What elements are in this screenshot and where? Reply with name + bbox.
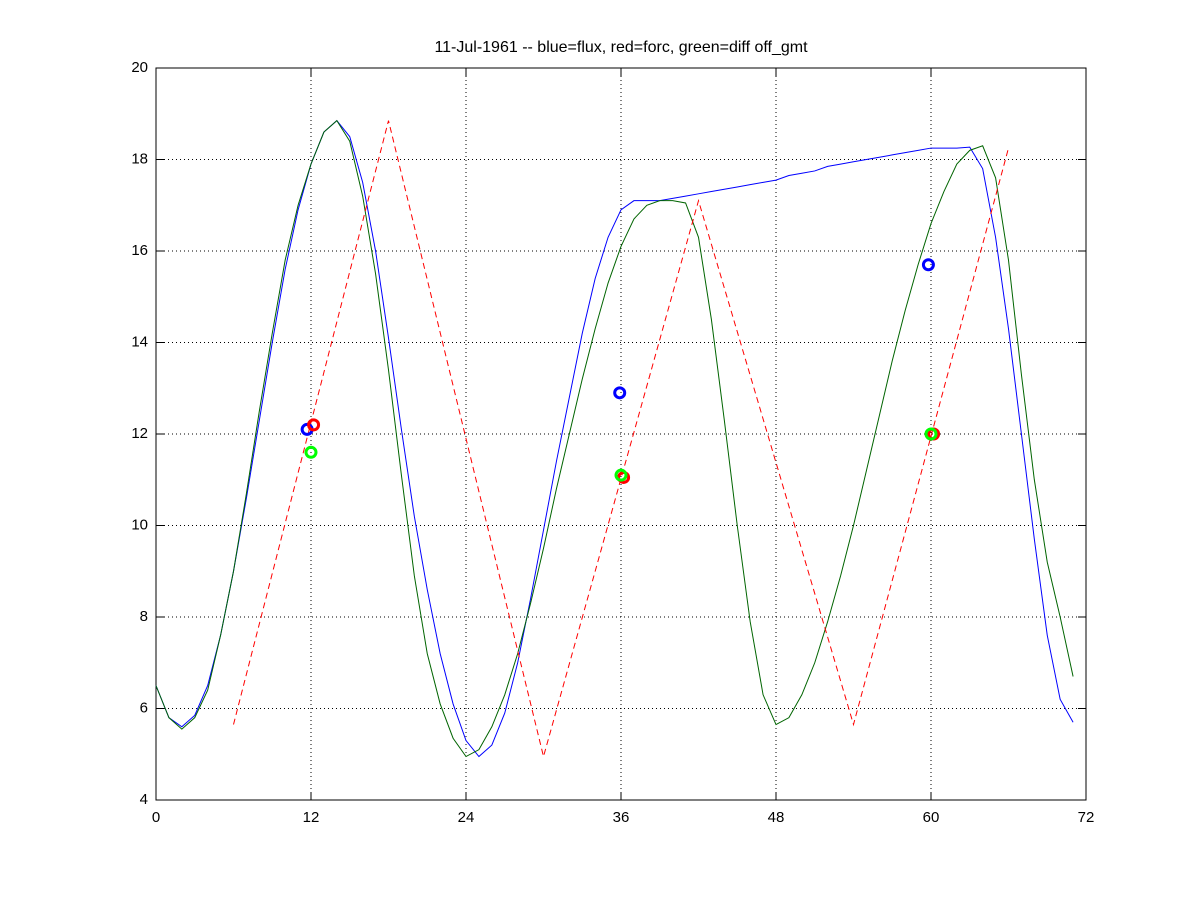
x-tick-label: 12 xyxy=(303,809,320,826)
y-tick-label: 6 xyxy=(140,699,148,716)
marker xyxy=(613,386,627,400)
y-tick-label: 18 xyxy=(131,150,148,167)
x-tick-label: 36 xyxy=(613,809,630,826)
marker xyxy=(307,418,321,432)
y-tick-label: 10 xyxy=(131,516,148,533)
x-tick-label: 60 xyxy=(923,809,940,826)
axes-box xyxy=(155,67,1087,801)
series-line xyxy=(155,119,1074,758)
y-tick-label: 4 xyxy=(140,791,148,808)
x-tick-label: 72 xyxy=(1078,809,1095,826)
y-tick-label: 16 xyxy=(131,242,148,259)
y-tick-label: 8 xyxy=(140,608,148,625)
marker xyxy=(921,258,935,272)
marker xyxy=(304,445,318,459)
chart-title: 11-Jul-1961 -- blue=flux, red=forc, gree… xyxy=(434,39,808,56)
x-tick-label: 48 xyxy=(768,809,785,826)
marker xyxy=(924,427,938,441)
marker xyxy=(614,468,628,482)
series-line xyxy=(233,120,1009,759)
y-tick-label: 14 xyxy=(131,333,148,350)
x-tick-label: 24 xyxy=(458,809,475,826)
y-tick-label: 12 xyxy=(131,425,148,442)
x-tick-label: 0 xyxy=(152,809,160,826)
y-tick-label: 20 xyxy=(131,59,148,76)
